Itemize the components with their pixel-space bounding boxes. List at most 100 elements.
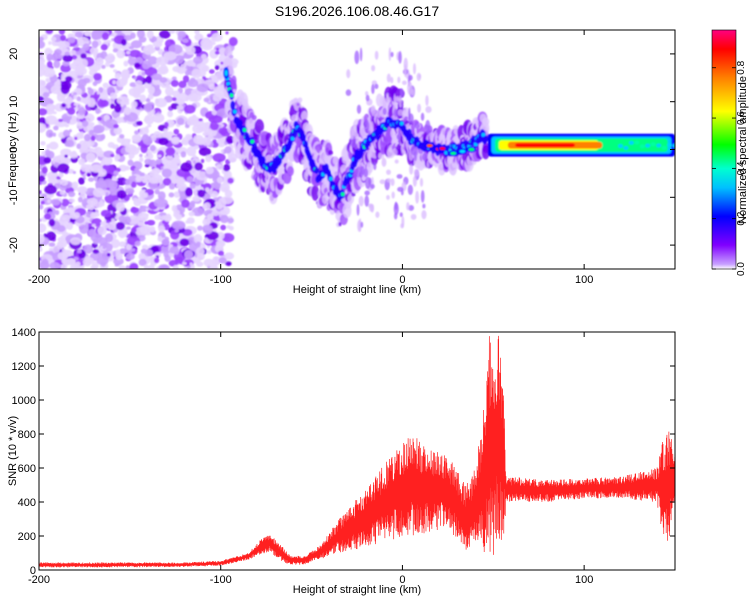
noise-blob: [53, 60, 61, 69]
noise-blob: [43, 156, 52, 164]
spectral-blob: [371, 109, 377, 117]
noise-blob: [102, 82, 109, 89]
noise-blob: [108, 180, 118, 190]
noise-blob: [135, 175, 143, 183]
spectral-blob: [386, 194, 390, 200]
spectral-blob: [406, 202, 410, 211]
noise-blob: [39, 117, 46, 125]
noise-blob: [109, 64, 115, 68]
spectral-blob: [422, 203, 426, 209]
noise-blob: [149, 144, 156, 152]
spectral-blob: [370, 183, 375, 189]
noise-blob: [52, 111, 57, 115]
noise-blob: [126, 226, 131, 230]
noise-blob: [196, 261, 204, 267]
noise-blob: [101, 32, 109, 41]
noise-blob: [143, 118, 148, 122]
noise-blob: [66, 222, 74, 230]
noise-blob: [172, 76, 177, 81]
spectral-peak: [229, 93, 234, 98]
spectral-peak: [661, 145, 667, 150]
noise-blob: [100, 221, 105, 226]
noise-blob: [60, 34, 66, 42]
noise-blob: [93, 124, 105, 134]
spectral-blob: [300, 110, 308, 122]
noise-blob: [41, 166, 48, 174]
noise-blob: [55, 162, 60, 166]
spectral-blob: [412, 175, 417, 187]
noise-blob: [203, 202, 211, 210]
spectral-blob: [356, 166, 361, 178]
noise-blob: [41, 151, 46, 156]
noise-blob: [131, 134, 142, 143]
noise-blob: [157, 66, 169, 75]
spectral-blob: [395, 95, 400, 102]
noise-blob: [202, 218, 211, 226]
spectral-blob: [388, 47, 392, 61]
noise-blob: [62, 54, 73, 63]
noise-blob: [116, 78, 127, 88]
spectral-blob: [408, 74, 413, 81]
spectral-blob: [407, 184, 414, 195]
noise-blob: [52, 245, 60, 254]
noise-blob: [172, 156, 181, 165]
noise-blob: [75, 261, 81, 267]
noise-blob: [163, 132, 169, 139]
spectral-blob: [356, 204, 360, 216]
spectral-blob: [407, 81, 413, 95]
noise-blob: [61, 248, 66, 253]
noise-blob: [223, 170, 229, 177]
noise-blob: [227, 217, 234, 224]
noise-blob: [151, 73, 162, 81]
noise-blob: [86, 197, 98, 206]
spectral-peak: [450, 151, 457, 155]
noise-blob: [67, 36, 76, 44]
noise-blob: [147, 93, 154, 100]
noise-blob: [192, 56, 203, 64]
noise-blob: [172, 90, 180, 98]
colorbar-gradient: [711, 29, 737, 270]
noise-blob: [69, 237, 81, 246]
y-tick-label: 800: [18, 429, 36, 441]
noise-blob: [197, 189, 206, 198]
noise-blob: [189, 182, 196, 189]
noise-blob: [121, 38, 127, 46]
spectral-blob: [349, 126, 355, 140]
noise-blob: [45, 103, 56, 112]
noise-blob: [81, 120, 89, 127]
noise-blob: [61, 103, 66, 108]
spectral-blob: [401, 216, 405, 228]
noise-blob: [134, 130, 139, 135]
noise-blob: [154, 257, 160, 264]
noise-blob: [144, 126, 149, 131]
noise-blob: [70, 116, 78, 122]
noise-blob: [39, 190, 42, 195]
noise-blob: [170, 79, 179, 87]
noise-blob: [145, 75, 153, 84]
noise-blob: [88, 223, 93, 228]
noise-blob: [134, 240, 141, 247]
spectral-peak: [617, 144, 623, 149]
spectrogram-x-tick-labels: -200 -100 0 100: [28, 274, 593, 286]
noise-blob: [169, 182, 176, 190]
noise-blob: [205, 154, 212, 163]
noise-blob: [123, 106, 132, 116]
noise-blob: [88, 177, 95, 182]
noise-blob: [91, 223, 96, 227]
noise-blob: [218, 250, 224, 256]
noise-blob: [62, 116, 69, 122]
noise-blob: [130, 32, 136, 39]
spectral-blob: [375, 211, 380, 218]
noise-blob: [46, 61, 53, 69]
noise-blob: [113, 69, 118, 73]
noise-blob: [110, 103, 115, 109]
noise-blob: [111, 218, 116, 223]
noise-blob: [219, 214, 229, 224]
noise-blob: [58, 118, 63, 123]
noise-blob: [125, 144, 137, 154]
noise-blob: [88, 147, 95, 153]
noise-blob: [215, 164, 224, 171]
noise-blob: [195, 247, 205, 256]
noise-blob: [225, 135, 235, 144]
noise-blob: [76, 143, 82, 150]
